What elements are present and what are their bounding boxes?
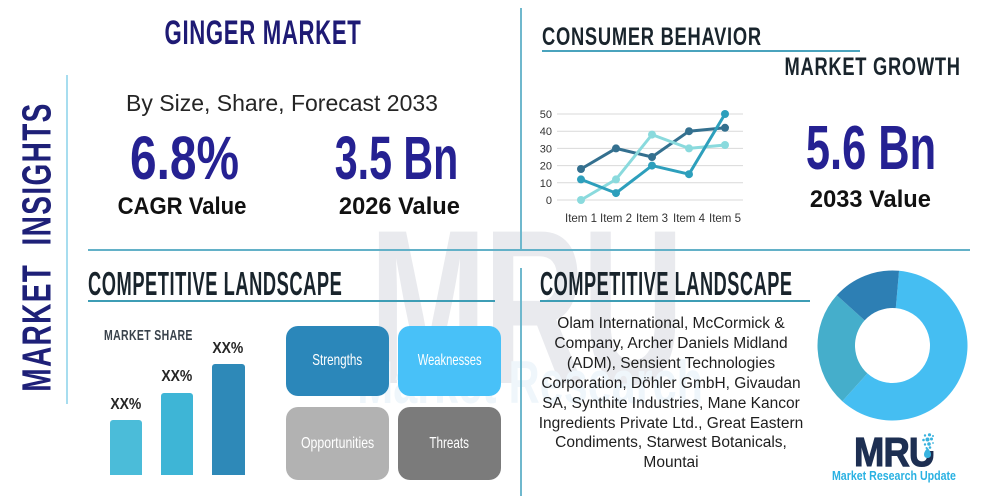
svg-text:30: 30 — [540, 143, 552, 155]
svg-text:Item 2: Item 2 — [600, 213, 632, 225]
svg-text:40: 40 — [540, 126, 552, 138]
svg-text:Item 3: Item 3 — [636, 213, 668, 225]
svg-text:Item 5: Item 5 — [709, 213, 741, 225]
svg-text:Item 1: Item 1 — [565, 213, 597, 225]
svg-text:Item 4: Item 4 — [673, 213, 706, 225]
svg-text:50: 50 — [540, 109, 552, 121]
svg-text:10: 10 — [540, 178, 552, 190]
svg-text:20: 20 — [540, 161, 552, 173]
svg-text:0: 0 — [546, 195, 552, 207]
